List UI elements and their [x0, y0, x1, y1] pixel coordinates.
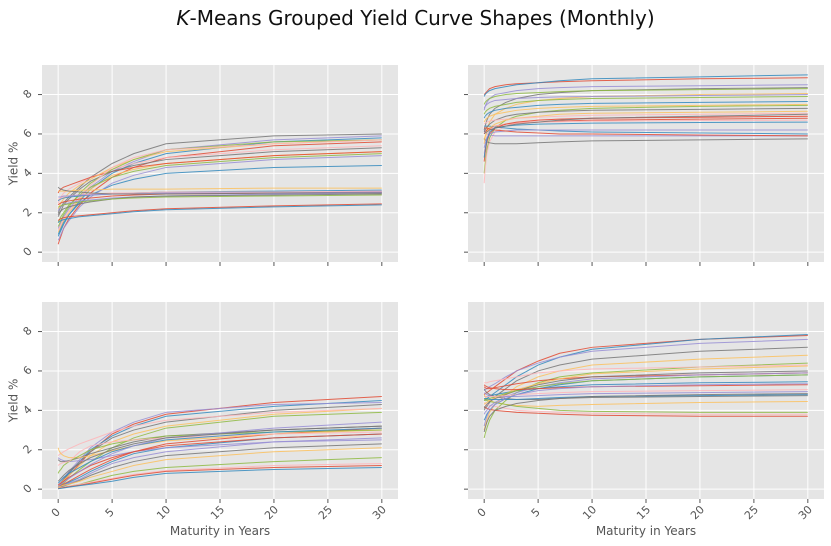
x-axis-label: Maturity in Years [596, 524, 696, 538]
x-tick-label: 0 [475, 506, 489, 520]
subplot-top-left: 0 2 4 6 8 Yield % [7, 65, 398, 266]
x-tick-label: 30 [370, 503, 389, 522]
series-line [57, 193, 382, 215]
x-tick-label: 25 [742, 503, 761, 522]
y-tick-label: 2 [21, 442, 35, 456]
y-tick-label: 0 [21, 482, 35, 496]
series-line [58, 191, 382, 198]
series-line [484, 374, 808, 401]
y-tick-label: 0 [21, 245, 35, 259]
x-tick-label: 25 [316, 503, 335, 522]
series-group [57, 396, 382, 490]
y-axis-label: Yield % [7, 142, 21, 187]
series-line [483, 393, 808, 433]
x-tick-label: 20 [262, 503, 281, 522]
series-line [58, 194, 382, 208]
y-tick-label: 6 [21, 364, 35, 378]
series-line [483, 84, 808, 111]
x-tick-label: 0 [49, 506, 63, 520]
y-tick-label: 6 [21, 127, 35, 141]
series-line [58, 187, 382, 192]
y-tick-label: 4 [21, 403, 35, 417]
subplot-top-right [464, 65, 824, 266]
y-axis-label: Yield % [7, 379, 21, 424]
series-line [483, 112, 808, 125]
series-line [57, 396, 382, 489]
series-line [57, 186, 382, 195]
series-line [57, 429, 382, 459]
series-line [58, 466, 382, 490]
x-axis-label: Maturity in Years [170, 524, 270, 538]
x-tick-label: 5 [529, 506, 543, 520]
series-line [483, 77, 808, 95]
series-line [484, 125, 808, 135]
subplot-bottom-left: 0 2 4 6 8 Yield % 0 5 10 15 20 25 30 Maturity in Year… [7, 302, 398, 538]
series-group [483, 334, 808, 439]
x-tick-label: 15 [634, 503, 653, 522]
series-line [483, 88, 808, 105]
y-tick-label: 4 [21, 166, 35, 180]
series-line [483, 113, 808, 135]
series-group [483, 74, 808, 184]
subplot-bottom-right: 0 5 10 15 20 25 30 Maturity in Years [464, 302, 824, 538]
chart-title-rest: -Means Grouped Yield Curve Shapes (Month… [189, 6, 655, 30]
series-line [483, 103, 808, 123]
series-line [57, 203, 382, 221]
series-line [483, 406, 808, 417]
series-line [57, 447, 382, 488]
series-line [58, 463, 382, 489]
x-tick-label: 5 [103, 506, 117, 520]
x-tick-label: 15 [208, 503, 227, 522]
x-tick-label: 10 [154, 503, 173, 522]
series-line [57, 427, 382, 484]
series-line [483, 354, 808, 431]
series-line [57, 425, 382, 482]
series-line [57, 401, 382, 486]
series-line [483, 94, 808, 109]
series-line [483, 100, 808, 119]
chart-title-italic: K [176, 6, 190, 30]
series-line [483, 96, 808, 115]
series-line [57, 204, 382, 223]
chart-title: K-Means Grouped Yield Curve Shapes (Mont… [0, 6, 831, 30]
y-tick-label: 2 [21, 205, 35, 219]
series-line [483, 383, 808, 427]
y-tick-label: 8 [21, 324, 35, 338]
series-line [484, 389, 808, 398]
series-line [483, 129, 808, 148]
series-line [483, 74, 808, 97]
series-line [57, 429, 382, 474]
series-line [57, 431, 382, 466]
series-group [57, 133, 382, 245]
series-line [484, 364, 808, 384]
y-tick-label: 8 [21, 87, 35, 101]
x-tick-label: 10 [580, 503, 599, 522]
series-line [57, 139, 382, 231]
x-tick-label: 20 [688, 503, 707, 522]
series-line [484, 127, 808, 137]
x-tick-label: 30 [796, 503, 815, 522]
